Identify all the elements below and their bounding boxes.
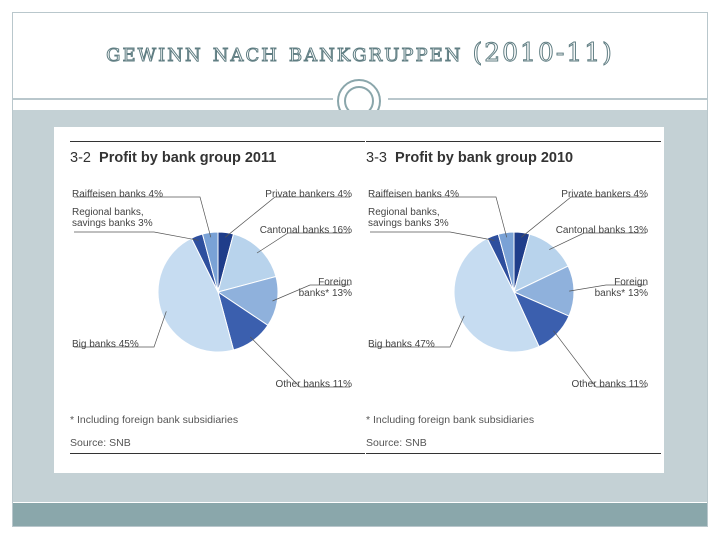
pie-slice-raiffeisen-banks bbox=[201, 231, 219, 293]
pie-slice-cantonal-banks bbox=[217, 233, 277, 293]
slice-label-big-banks: Big banks 47% bbox=[368, 339, 435, 350]
slice-label-line: banks* 13% bbox=[299, 288, 352, 299]
pie-chart-2010: Private bankers 4% Cantonal banks 13% Fore… bbox=[368, 189, 648, 390]
chart-panel-2010: 3-3 Profit by bank group 2010 Private ba… bbox=[366, 127, 661, 473]
slice-label-regional-banks-savings-banks: Regional banks, savings banks 3% bbox=[368, 207, 449, 229]
chart-footnote: * Including foreign bank subsidiaries bbox=[70, 414, 239, 426]
chart-title-text: Profit by bank group 2011 bbox=[99, 150, 277, 166]
footer-bar bbox=[13, 503, 707, 526]
title-divider-left bbox=[13, 98, 333, 100]
slice-label-line: savings banks 3% bbox=[368, 218, 449, 229]
panel-top-rule bbox=[70, 141, 365, 142]
pie-chart-2011: Private bankers 4% Cantonal banks 16% Fore… bbox=[72, 189, 352, 390]
slice-label-line: Big banks 45% bbox=[72, 339, 139, 350]
leader-line-private-bankers bbox=[224, 196, 350, 238]
chart-panel-2011: 3-2 Profit by bank group 2011 Private ba… bbox=[70, 127, 365, 473]
panel-bottom-rule bbox=[366, 453, 661, 454]
panel-bottom-rule bbox=[70, 453, 365, 454]
chart-source: Source: SNB bbox=[70, 437, 131, 449]
leader-line-other-banks bbox=[249, 336, 350, 388]
slice-label-line: Regional banks, bbox=[368, 207, 440, 218]
leader-line-big-banks bbox=[74, 311, 167, 348]
leader-line-regional-banks-savings-banks bbox=[74, 231, 199, 241]
slice-label-raiffeisen-banks: Raiffeisen banks 4% bbox=[72, 189, 163, 200]
leader-line-regional-banks-savings-banks bbox=[370, 231, 495, 241]
chart-number: 3-3 bbox=[366, 150, 387, 166]
leader-line-big-banks bbox=[370, 315, 465, 348]
slice-label-line: Big banks 47% bbox=[368, 339, 435, 350]
chart-title-2010: 3-3 Profit by bank group 2010 bbox=[366, 150, 573, 166]
leader-line-other-banks bbox=[553, 330, 646, 388]
slice-label-line: Private bankers 4% bbox=[265, 189, 352, 200]
slice-label-big-banks: Big banks 45% bbox=[72, 339, 139, 350]
slice-label-other-banks: Other banks 11% bbox=[571, 379, 648, 390]
chart-title-2011: 3-2 Profit by bank group 2011 bbox=[70, 150, 276, 166]
leader-line-cantonal-banks bbox=[549, 232, 646, 250]
slice-label-raiffeisen-banks: Raiffeisen banks 4% bbox=[368, 189, 459, 200]
leader-line-private-bankers bbox=[521, 196, 646, 238]
slice-label-foreign-banks: Foreign banks* 13% bbox=[299, 277, 352, 299]
figure-image: 3-2 Profit by bank group 2011 Private ba… bbox=[54, 127, 664, 473]
slice-label-private-bankers: Private bankers 4% bbox=[561, 189, 648, 200]
slice-label-regional-banks-savings-banks: Regional banks, savings banks 3% bbox=[72, 207, 153, 229]
slice-label-line: Private bankers 4% bbox=[561, 189, 648, 200]
slice-label-line: Raiffeisen banks 4% bbox=[72, 189, 163, 200]
leader-line-raiffeisen-banks bbox=[74, 196, 212, 238]
slice-label-cantonal-banks: Cantonal banks 16% bbox=[260, 225, 352, 236]
chart-footnote: * Including foreign bank subsidiaries bbox=[366, 414, 535, 426]
leader-line-foreign-banks bbox=[569, 284, 646, 292]
slice-label-line: Other banks 11% bbox=[571, 379, 648, 390]
slice-label-line: Regional banks, bbox=[72, 207, 144, 218]
title-divider-right bbox=[388, 98, 707, 100]
leader-line-raiffeisen-banks bbox=[370, 196, 508, 238]
pie-slice-raiffeisen-banks bbox=[497, 231, 515, 293]
slice-label-line: banks* 13% bbox=[595, 288, 648, 299]
slice-label-line: savings banks 3% bbox=[72, 218, 153, 229]
slice-label-line: Cantonal banks 16% bbox=[260, 225, 352, 236]
slice-label-foreign-banks: Foreign banks* 13% bbox=[595, 277, 648, 299]
slice-label-line: Cantonal banks 13% bbox=[556, 225, 648, 236]
leader-line-foreign-banks bbox=[272, 284, 350, 302]
chart-number: 3-2 bbox=[70, 150, 91, 166]
leader-line-cantonal-banks bbox=[256, 232, 350, 254]
chart-source: Source: SNB bbox=[366, 437, 427, 449]
pie-slice-big-banks bbox=[157, 237, 235, 353]
pie-slice-big-banks bbox=[453, 237, 540, 353]
slice-label-cantonal-banks: Cantonal banks 13% bbox=[556, 225, 648, 236]
slice-label-line: Foreign bbox=[614, 277, 648, 288]
slide-title: Gewinn nach Bankgruppen (2010-11) bbox=[106, 38, 614, 68]
slice-label-private-bankers: Private bankers 4% bbox=[265, 189, 352, 200]
chart-title-text: Profit by bank group 2010 bbox=[395, 150, 574, 166]
panel-top-rule bbox=[366, 141, 661, 142]
slice-label-line: Raiffeisen banks 4% bbox=[368, 189, 459, 200]
slice-label-line: Other banks 11% bbox=[275, 379, 352, 390]
slice-label-line: Foreign bbox=[318, 277, 352, 288]
slice-label-other-banks: Other banks 11% bbox=[275, 379, 352, 390]
